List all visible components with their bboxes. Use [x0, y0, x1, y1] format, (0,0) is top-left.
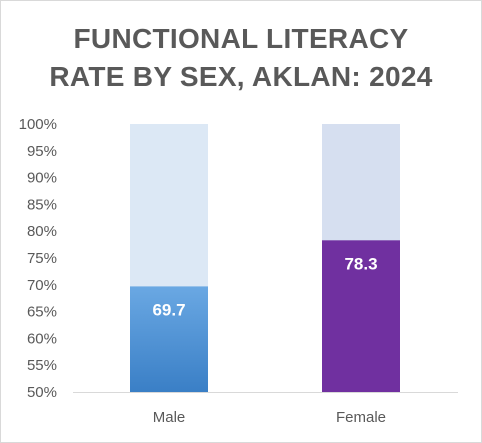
y-tick-label: 65% [27, 304, 57, 321]
x-axis: Male Female [73, 392, 458, 426]
y-tick-label: 80% [27, 223, 57, 240]
bars: 69.7 78.3 [130, 124, 400, 392]
x-category-label: Female [336, 409, 386, 426]
x-category-label: Male [153, 409, 186, 426]
bar-male [130, 286, 208, 392]
data-label-male: 69.7 [152, 300, 185, 319]
data-label-female: 78.3 [344, 254, 377, 273]
chart-title-line-2: RATE BY SEX, AKLAN: 2024 [49, 61, 433, 92]
y-tick-label: 60% [27, 330, 57, 347]
y-tick-label: 95% [27, 143, 57, 160]
y-tick-label: 90% [27, 170, 57, 187]
bar-female [322, 240, 400, 392]
chart-title: FUNCTIONAL LITERACY RATE BY SEX, AKLAN: … [0, 20, 482, 96]
y-tick-label: 55% [27, 357, 57, 374]
chart-title-line-1: FUNCTIONAL LITERACY [73, 23, 409, 54]
y-tick-label: 75% [27, 250, 57, 267]
y-axis: 50% 55% 60% 65% 70% 75% 80% 85% 90% 95% 100% [19, 116, 57, 401]
y-tick-label: 85% [27, 196, 57, 213]
y-tick-label: 100% [19, 116, 57, 133]
y-tick-label: 50% [27, 384, 57, 401]
y-tick-label: 70% [27, 277, 57, 294]
